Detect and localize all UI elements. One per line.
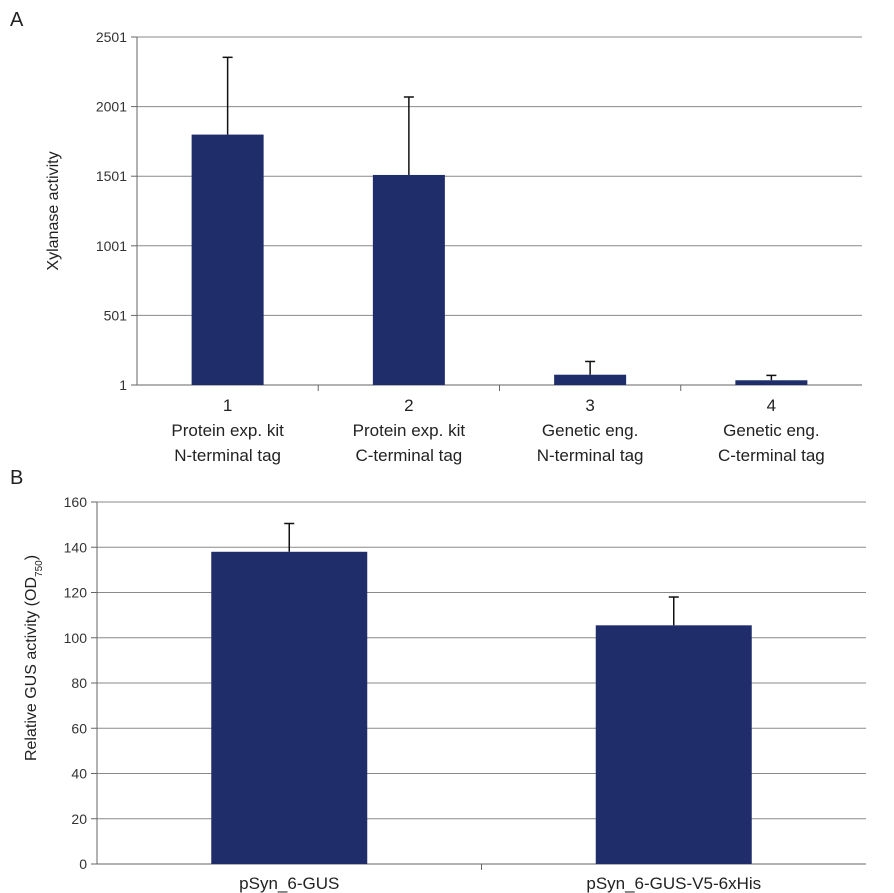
y-tick-label: 20 [71, 811, 87, 827]
bar [372, 174, 445, 385]
panel-label-a: A [10, 9, 24, 31]
bar [191, 134, 264, 385]
y-tick-label: 40 [71, 766, 87, 782]
y-tick-label: 80 [71, 675, 87, 691]
y-tick-label: 140 [64, 539, 88, 555]
x-category-label: C-terminal tag [718, 446, 825, 465]
bar [554, 374, 627, 385]
x-category-label: pSyn_6-GUS [239, 874, 339, 893]
y-tick-label: 1501 [96, 168, 127, 184]
x-category-label: 3 [585, 396, 594, 415]
y-tick-label: 120 [64, 585, 88, 601]
y-tick-label: 1 [119, 377, 127, 393]
x-category-label: N-terminal tag [174, 446, 281, 465]
x-category-label: Protein exp. kit [353, 421, 466, 440]
y-tick-label: 2001 [96, 99, 127, 115]
y-tick-label: 2501 [96, 29, 127, 45]
y-tick-label: 160 [64, 494, 88, 510]
x-category-label: 4 [767, 396, 776, 415]
x-category-label: N-terminal tag [537, 446, 644, 465]
bar [211, 551, 368, 864]
x-category-label: 2 [404, 396, 413, 415]
y-tick-label: 100 [64, 630, 88, 646]
y-tick-label: 501 [104, 307, 128, 323]
panel-label-b: B [10, 467, 23, 489]
y-tick-label: 1001 [96, 238, 127, 254]
bar [735, 380, 808, 385]
bar [595, 625, 752, 864]
y-tick-label: 60 [71, 720, 87, 736]
panel-b-chart: 0 20 40 60 80 100 120 140 160 Relative GUS activi… [23, 494, 866, 893]
x-category-label: Protein exp. kit [171, 421, 284, 440]
x-category-label: C-terminal tag [355, 446, 462, 465]
x-category-label: Genetic eng. [542, 421, 638, 440]
x-category-label: 1 [223, 396, 232, 415]
y-tick-label: 0 [79, 856, 87, 872]
x-category-label: Genetic eng. [723, 421, 819, 440]
y-axis-label: Relative GUS activity (OD750) [23, 555, 45, 761]
x-category-label: pSyn_6-GUS-V5-6xHis [586, 874, 761, 893]
y-axis-label: Xylanase activity [45, 151, 62, 270]
